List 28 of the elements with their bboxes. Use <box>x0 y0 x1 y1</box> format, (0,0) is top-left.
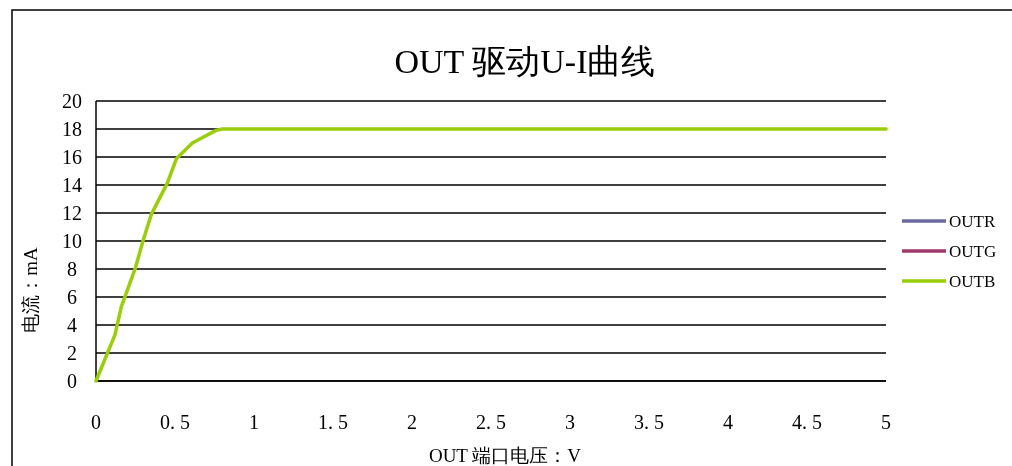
y-tick-label: 8 <box>67 258 77 280</box>
y-tick-label: 2 <box>67 342 77 364</box>
x-tick-label: 3. 5 <box>634 411 664 433</box>
x-tick-label: 2. 5 <box>476 411 506 433</box>
x-tick-label: 2 <box>407 411 417 433</box>
legend-label: OUTR <box>949 212 996 231</box>
x-tick-label: 4 <box>723 411 733 433</box>
chart-title: OUT 驱动U-I曲线 <box>394 43 656 80</box>
y-tick-label: 0 <box>67 370 77 392</box>
x-axis-title: OUT 端口电压：V <box>428 445 582 466</box>
y-tick-label: 18 <box>62 118 82 140</box>
x-tick-label: 1. 5 <box>318 411 348 433</box>
y-tick-label: 6 <box>67 286 77 308</box>
x-tick-label: 3 <box>565 411 575 433</box>
x-tick-label: 5 <box>881 411 891 433</box>
y-tick-label: 4 <box>67 314 77 336</box>
y-tick-label: 14 <box>62 174 82 196</box>
y-tick-label: 16 <box>62 146 82 168</box>
y-tick-label: 12 <box>62 202 82 224</box>
x-tick-label: 0 <box>91 411 101 433</box>
y-tick-label: 10 <box>62 230 82 252</box>
x-tick-label: 0. 5 <box>160 411 190 433</box>
x-tick-label: 4. 5 <box>792 411 822 433</box>
y-axis-title: 电流：mA <box>20 246 41 333</box>
x-tick-label: 1 <box>249 411 259 433</box>
legend-label: OUTB <box>949 272 996 291</box>
y-tick-label: 20 <box>62 90 82 112</box>
legend-label: OUTG <box>949 242 997 261</box>
